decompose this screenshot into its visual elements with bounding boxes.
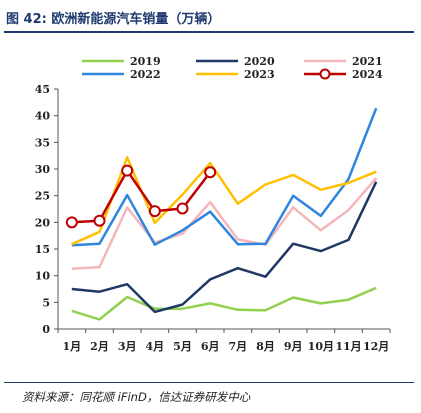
legend: 2019 2020 2021 2022 2023 2024 [82, 55, 383, 81]
y-tick-label: 10 [35, 270, 51, 283]
series-line-2021 [71, 177, 378, 270]
legend-label-2021: 2021 [352, 55, 383, 68]
x-tick-label: 10月 [308, 340, 334, 353]
y-tick-label: 25 [35, 190, 50, 203]
y-tick-label: 30 [35, 163, 51, 176]
y-tick-label: 5 [42, 296, 50, 309]
x-tick-label: 3月 [118, 340, 137, 353]
source-rule [4, 382, 414, 383]
x-tick-label: 11月 [335, 340, 361, 353]
data-point-2024 [93, 214, 106, 227]
figure-title: 图 42: 欧洲新能源汽车销量（万辆） [6, 12, 221, 27]
title-rule [4, 31, 414, 33]
legend-label-2020: 2020 [244, 55, 275, 68]
series-line-2019 [71, 286, 377, 321]
y-tick-label: 45 [35, 83, 50, 96]
legend-label-2023: 2023 [244, 68, 275, 81]
data-point-2024 [176, 202, 189, 215]
data-point-2024 [65, 216, 78, 229]
series-line-2024 [71, 169, 212, 224]
series-line-2020 [71, 181, 378, 314]
series-lines [65, 107, 378, 321]
x-tick-label: 1月 [63, 340, 82, 353]
legend-label-2022: 2022 [130, 68, 161, 81]
y-tick-label: 20 [35, 216, 51, 229]
x-tick-label: 7月 [229, 340, 248, 353]
x-tick-label: 4月 [146, 340, 165, 353]
x-tick-label: 6月 [201, 340, 220, 353]
x-tick-label: 2月 [90, 340, 109, 353]
series-line-2022 [71, 107, 378, 247]
legend-label-2024: 2024 [352, 68, 383, 81]
data-point-2024 [121, 164, 134, 177]
legend-label-2019: 2019 [130, 55, 161, 68]
y-tick-label: 40 [35, 110, 51, 123]
source-note: 资料来源：同花顺 iFinD，信达证券研发中心 [22, 390, 251, 404]
data-point-2024 [148, 205, 161, 218]
y-tick-label: 0 [42, 323, 50, 336]
data-point-2024 [204, 166, 217, 179]
x-tick-label: 5月 [173, 340, 192, 353]
legend-marker-2024 [319, 68, 331, 80]
x-tick-label: 9月 [284, 340, 303, 353]
y-tick-label: 35 [35, 136, 50, 149]
y-tick-label: 15 [35, 243, 50, 256]
x-tick-label: 12月 [363, 340, 389, 353]
x-tick-label: 8月 [256, 340, 275, 353]
